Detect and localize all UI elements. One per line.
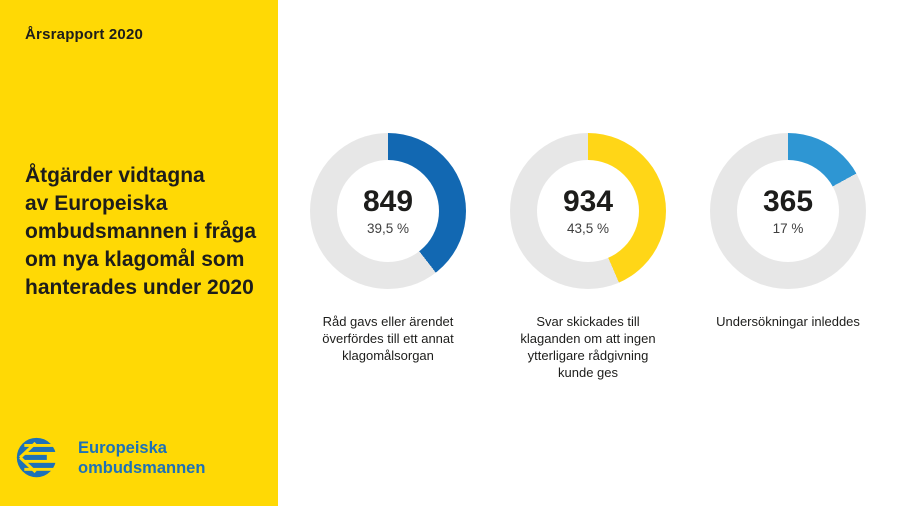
org-wordmark-line2: ombudsmannen bbox=[78, 458, 206, 477]
donut-chart-inquiries-opened: 365 17 % bbox=[710, 133, 866, 289]
chart-caption-line: Svar skickades till bbox=[536, 314, 640, 329]
chart-caption: Undersökningar inleddes bbox=[716, 313, 860, 330]
chart-caption: Råd gavs eller ärendet överfördes till e… bbox=[322, 313, 454, 364]
report-label: Årsrapport 2020 bbox=[25, 26, 144, 43]
sidebar-panel: Årsrapport 2020 Åtgärder vidtagna av Eur… bbox=[0, 0, 278, 506]
page-title-line: ombudsmannen i fråga bbox=[25, 220, 257, 243]
chart-advice-given: 849 39,5 % Råd gavs eller ärendet överfö… bbox=[288, 133, 488, 381]
org-wordmark: Europeiska ombudsmannen bbox=[78, 438, 205, 478]
page-title-line: om nya klagomål som bbox=[25, 248, 245, 271]
chart-inquiries-opened: 365 17 % Undersökningar inleddes bbox=[688, 133, 888, 381]
donut-chart-advice-given: 849 39,5 % bbox=[310, 133, 466, 289]
donut-percent: 17 % bbox=[772, 220, 804, 236]
page-title: Åtgärder vidtagna av Europeiska ombudsma… bbox=[25, 162, 256, 302]
chart-caption-line: Råd gavs eller ärendet bbox=[322, 314, 454, 329]
page-title-line: av Europeiska bbox=[25, 192, 168, 215]
chart-caption-line: klaganden om att ingen bbox=[520, 331, 656, 346]
donut-value: 934 bbox=[562, 184, 614, 218]
page-title-line: hanterades under 2020 bbox=[25, 276, 254, 299]
donut-percent: 39,5 % bbox=[366, 220, 410, 236]
donut-percent: 43,5 % bbox=[566, 220, 610, 236]
donut-chart-reply-sent: 934 43,5 % bbox=[510, 133, 666, 289]
donut-center: 365 17 % bbox=[737, 160, 839, 262]
donut-center: 934 43,5 % bbox=[537, 160, 639, 262]
chart-caption-line: överfördes till ett annat bbox=[322, 331, 454, 346]
chart-caption-line: klagomålsorgan bbox=[342, 348, 434, 363]
donut-value: 849 bbox=[362, 184, 414, 218]
donut-value: 365 bbox=[762, 184, 814, 218]
page-title-line: Åtgärder vidtagna bbox=[25, 164, 205, 187]
chart-reply-sent: 934 43,5 % Svar skickades till klaganden… bbox=[488, 133, 688, 381]
chart-caption-line: kunde ges bbox=[558, 365, 618, 380]
charts-area: 849 39,5 % Råd gavs eller ärendet överfö… bbox=[288, 133, 888, 381]
donut-center: 849 39,5 % bbox=[337, 160, 439, 262]
org-logo: Europeiska ombudsmannen bbox=[14, 435, 205, 480]
chart-caption-line: ytterligare rådgivning bbox=[527, 348, 649, 363]
org-wordmark-line1: Europeiska bbox=[78, 438, 167, 457]
european-ombudsman-logo-icon bbox=[16, 437, 59, 478]
chart-caption: Svar skickades till klaganden om att ing… bbox=[520, 313, 655, 381]
chart-caption-line: Undersökningar inleddes bbox=[716, 314, 860, 329]
